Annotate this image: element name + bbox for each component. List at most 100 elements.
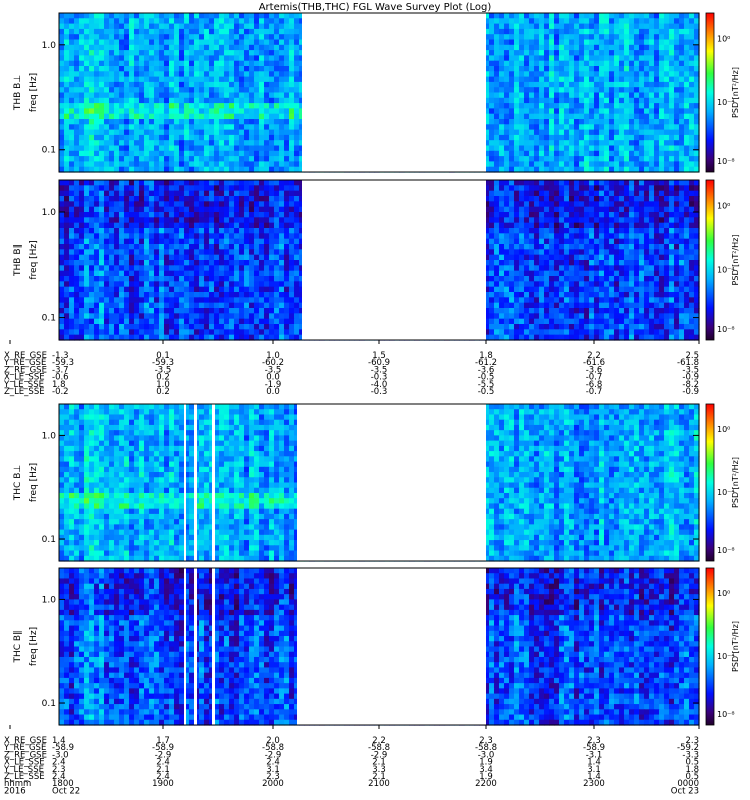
spectrogram-cell <box>509 97 515 104</box>
spectrogram-cell <box>89 13 95 19</box>
spectrogram-cell <box>169 23 175 30</box>
spectrogram-cell <box>299 222 305 229</box>
spectrogram-cell <box>269 23 275 30</box>
spectrogram-cell <box>64 222 70 229</box>
spectrogram-cell <box>629 185 635 192</box>
spectrogram-cell <box>174 196 180 202</box>
spectrogram-cell <box>649 145 655 152</box>
spectrogram-cell <box>679 217 685 224</box>
spectrogram-cell <box>149 161 155 168</box>
spectrogram-cell <box>564 92 570 99</box>
spectrogram-cell <box>664 129 670 136</box>
spectrogram-cell <box>554 113 560 120</box>
spectrogram-cell <box>589 87 595 94</box>
spectrogram-cell <box>484 103 490 109</box>
spectrogram-cell <box>549 103 555 109</box>
spectrogram-cell <box>254 134 260 141</box>
spectrogram-cell <box>154 180 160 186</box>
spectrogram-cell <box>544 103 550 109</box>
spectrogram-cell <box>219 97 225 104</box>
spectrogram-cell <box>134 206 140 213</box>
spectrogram-cell <box>609 103 615 109</box>
spectrogram-cell <box>94 66 100 72</box>
spectrogram-cell <box>234 134 240 141</box>
spectrogram-cell <box>184 129 190 136</box>
spectrogram-cell <box>664 113 670 120</box>
spectrogram-cell <box>74 119 80 125</box>
spectrogram-cell <box>204 161 210 168</box>
spectrogram-cell <box>654 34 660 41</box>
spectrogram-cell <box>534 28 540 35</box>
spectrogram-cell <box>234 92 240 99</box>
spectrogram-cell <box>514 190 520 197</box>
spectrogram-cell <box>254 161 260 168</box>
spectrogram-cell <box>639 55 645 62</box>
spectrogram-cell <box>634 119 640 125</box>
spectrogram-cell <box>509 92 515 99</box>
spectrogram-cell <box>174 166 180 173</box>
spectrogram-cell <box>184 145 190 152</box>
spectrogram-cell <box>134 71 140 78</box>
spectrogram-cell <box>679 185 685 192</box>
spectrogram-cell <box>534 156 540 162</box>
spectrogram-cell <box>184 92 190 99</box>
spectrogram-cell <box>249 119 255 125</box>
spectrogram-cell <box>94 92 100 99</box>
spectrogram-cell <box>649 212 655 218</box>
spectrogram-cell <box>214 113 220 120</box>
spectrogram-cell <box>584 28 590 35</box>
spectrogram-cell <box>509 134 515 141</box>
spectrogram-cell <box>209 196 215 202</box>
spectrogram-cell <box>194 55 200 62</box>
spectrogram-cell <box>674 150 680 157</box>
spectrogram-cell <box>259 150 265 157</box>
spectrogram-cell <box>134 97 140 104</box>
spectrogram-cell <box>559 180 565 186</box>
spectrogram-cell <box>569 150 575 157</box>
spectrogram-cell <box>659 60 665 67</box>
spectrogram-cell <box>179 217 185 224</box>
spectrogram-cell <box>59 23 65 30</box>
spectrogram-cell <box>179 18 185 25</box>
spectrogram-cell <box>139 92 145 99</box>
spectrogram-cell <box>239 108 245 115</box>
spectrogram-cell <box>249 129 255 136</box>
spectrogram-cell <box>619 196 625 202</box>
spectrogram-cell <box>269 196 275 202</box>
spectrogram-cell <box>204 180 210 186</box>
spectrogram-cell <box>59 119 65 125</box>
spectrogram-cell <box>504 161 510 168</box>
spectrogram-cell <box>129 34 135 41</box>
spectrogram-cell <box>624 206 630 213</box>
spectrogram-cell <box>184 60 190 67</box>
spectrogram-cell <box>64 124 70 131</box>
spectrogram-cell <box>659 113 665 120</box>
spectrogram-cell <box>669 217 675 224</box>
spectrogram-cell <box>204 119 210 125</box>
spectrogram-cell <box>99 156 105 162</box>
spectrogram-cell <box>284 156 290 162</box>
spectrogram-cell <box>489 190 495 197</box>
spectrogram-cell <box>229 129 235 136</box>
spectrogram-cell <box>559 113 565 120</box>
spectrogram-cell <box>139 119 145 125</box>
spectrogram-cell <box>164 81 170 88</box>
spectrogram-cell <box>564 28 570 35</box>
spectrogram-cell <box>494 60 500 67</box>
spectrogram-cell <box>499 161 505 168</box>
spectrogram-cell <box>529 23 535 30</box>
spectrogram-cell <box>684 212 690 218</box>
spectrogram-cell <box>654 185 660 192</box>
spectrogram-cell <box>594 134 600 141</box>
spectrogram-cell <box>589 60 595 67</box>
spectrogram-cell <box>494 129 500 136</box>
spectrogram-cell <box>189 206 195 213</box>
spectrogram-cell <box>144 222 150 229</box>
spectrogram-cell <box>104 97 110 104</box>
spectrogram-cell <box>259 206 265 213</box>
spectrogram-cell <box>554 60 560 67</box>
spectrogram-cell <box>169 140 175 147</box>
spectrogram-cell <box>559 76 565 83</box>
spectrogram-cell <box>119 76 125 83</box>
spectrogram-cell <box>174 34 180 41</box>
